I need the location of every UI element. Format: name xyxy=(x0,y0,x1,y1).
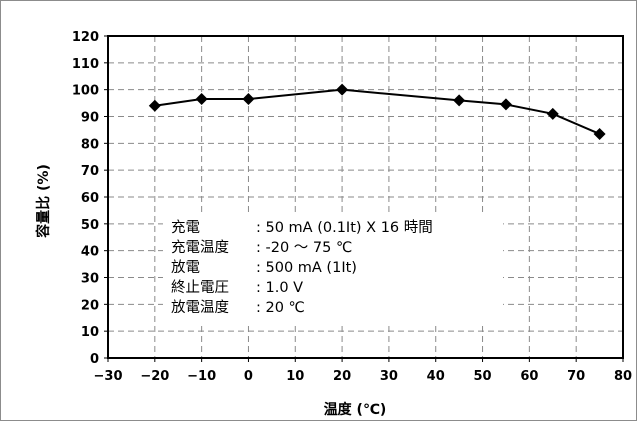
annotation-label: 放電温度 xyxy=(171,299,229,316)
data-point xyxy=(453,94,466,107)
annotation-label: 充電 xyxy=(171,219,200,236)
x-axis-label: 温度 (℃) xyxy=(324,401,387,418)
annotation-label: 充電温度 xyxy=(171,239,229,256)
y-tick-label: 40 xyxy=(81,245,99,260)
y-tick-label: 70 xyxy=(81,164,99,179)
y-tick-label: 120 xyxy=(72,30,99,45)
annotation-label: 放電 xyxy=(171,259,200,276)
x-tick-label: −20 xyxy=(140,369,169,384)
y-tick-label: 0 xyxy=(90,352,99,367)
series-line xyxy=(154,88,600,135)
x-tick-labels: −30 −20 −10 0 10 20 30 40 50 60 70 80 xyxy=(94,369,633,384)
data-point xyxy=(546,107,559,120)
x-tick-label: −30 xyxy=(94,369,123,384)
y-tick-label: 50 xyxy=(81,218,99,233)
x-tick-label: 0 xyxy=(244,369,253,384)
data-point xyxy=(148,99,161,112)
y-tick-label: 20 xyxy=(81,298,99,313)
annotation-value: : 1.0 V xyxy=(256,280,303,296)
y-tick-label: 80 xyxy=(81,137,99,152)
x-tick-label: 80 xyxy=(614,369,632,384)
y-tick-label: 90 xyxy=(81,111,99,126)
x-tick-label: 30 xyxy=(380,369,398,384)
x-tick-label: 60 xyxy=(520,369,538,384)
data-point xyxy=(593,127,606,140)
y-tick-label: 10 xyxy=(81,325,99,340)
y-tick-label: 110 xyxy=(72,57,99,72)
data-point xyxy=(242,93,255,106)
y-axis-label: 容量比 (%) xyxy=(35,164,52,239)
y-tick-label: 60 xyxy=(81,191,99,206)
annotation-value: : -20 ～ 75 ℃ xyxy=(256,240,352,256)
data-point xyxy=(336,83,349,96)
y-tick-labels: 0 10 20 30 40 50 60 70 80 90 100 110 120 xyxy=(72,30,99,367)
annotation-value: : 20 ℃ xyxy=(256,300,305,316)
annotation-background xyxy=(163,215,503,323)
x-tick-label: −10 xyxy=(187,369,216,384)
x-tick-label: 50 xyxy=(473,369,491,384)
data-point xyxy=(499,98,512,111)
x-tick-label: 10 xyxy=(286,369,304,384)
x-tick-label: 20 xyxy=(333,369,351,384)
x-tick-label: 70 xyxy=(567,369,585,384)
data-point xyxy=(195,93,208,106)
annotation-label: 終止電圧 xyxy=(171,279,229,296)
plot-area-border xyxy=(107,35,624,359)
y-tick-label: 100 xyxy=(72,84,99,99)
x-tick-label: 40 xyxy=(427,369,445,384)
grid-lines xyxy=(108,36,623,358)
annotation-value: : 50 mA (0.1It) X 16 時間 xyxy=(256,219,433,236)
axes xyxy=(104,35,624,362)
annotation-value: : 500 mA (1It) xyxy=(256,260,357,276)
data-series xyxy=(148,83,606,140)
y-tick-label: 30 xyxy=(81,272,99,287)
